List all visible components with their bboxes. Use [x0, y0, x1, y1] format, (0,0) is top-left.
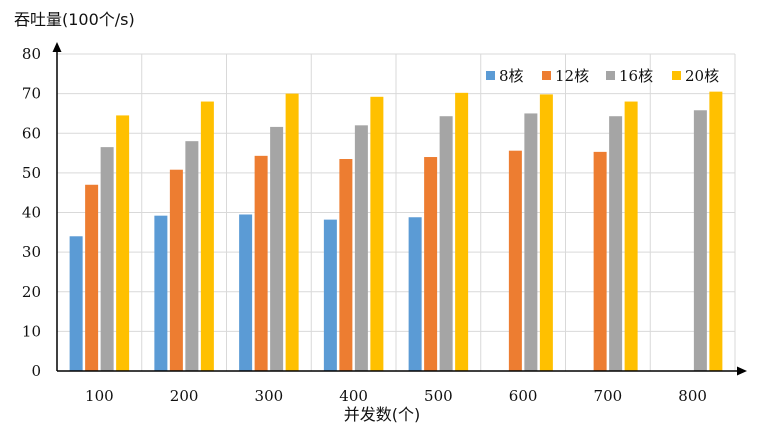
legend-label: 8核: [499, 67, 524, 85]
bar: [254, 155, 268, 371]
bar: [508, 150, 522, 371]
x-tick-label: 400: [339, 387, 368, 405]
bar: [609, 116, 623, 372]
bar: [239, 214, 253, 371]
bar: [200, 101, 214, 372]
bar: [285, 93, 299, 371]
bar: [370, 96, 384, 372]
y-axis-title: 吞吐量(100个/s): [14, 10, 135, 29]
y-tick-label: 30: [22, 243, 41, 261]
y-tick-label: 80: [22, 45, 41, 63]
bar: [116, 115, 130, 371]
bar: [154, 215, 168, 371]
x-tick-label: 700: [594, 387, 623, 405]
axes: [52, 42, 747, 376]
y-tick-label: 20: [22, 283, 41, 301]
bar: [439, 116, 453, 372]
x-tick-labels: 100 200 300 400 500 600 700 800: [85, 387, 707, 405]
legend-label: 20核: [685, 67, 719, 85]
bar: [709, 91, 723, 372]
x-tick-label: 600: [509, 387, 538, 405]
bar: [100, 147, 114, 371]
bar: [524, 113, 538, 371]
legend: 8核 12核 16核 20核: [486, 67, 719, 85]
bar: [270, 126, 284, 371]
bar: [339, 159, 353, 371]
y-tick-label: 50: [22, 164, 41, 182]
bar: [408, 217, 422, 371]
legend-label: 16核: [619, 67, 653, 85]
x-tick-label: 300: [255, 387, 284, 405]
bar: [424, 157, 438, 371]
bar: [323, 219, 337, 371]
y-tick-label: 70: [22, 85, 41, 103]
bar: [455, 92, 469, 372]
bar: [593, 151, 607, 371]
y-tick-label: 10: [22, 322, 41, 340]
bars-group: [69, 91, 723, 372]
bar: [169, 169, 183, 371]
y-axis-arrow-icon: [52, 42, 62, 52]
bar: [693, 110, 707, 371]
y-tick-labels: 0 10 20 30 40 50 60 70 80: [22, 45, 41, 380]
bar: [85, 184, 99, 371]
bar: [185, 141, 199, 371]
legend-swatch: [672, 71, 681, 80]
legend-swatch: [486, 71, 495, 80]
bar: [69, 236, 83, 371]
y-tick-label: 40: [22, 204, 41, 222]
bar: [539, 94, 553, 371]
y-tick-label: 60: [22, 124, 41, 142]
legend-label: 12核: [555, 67, 589, 85]
y-tick-label: 0: [31, 362, 41, 380]
bar: [354, 125, 368, 371]
x-tick-label: 200: [170, 387, 199, 405]
x-tick-label: 800: [678, 387, 707, 405]
x-tick-label: 100: [85, 387, 114, 405]
x-axis-title: 并发数(个): [344, 405, 421, 424]
x-tick-label: 500: [424, 387, 453, 405]
legend-swatch: [542, 71, 551, 80]
bar: [624, 101, 638, 372]
x-axis-arrow-icon: [737, 366, 747, 376]
legend-swatch: [606, 71, 615, 80]
